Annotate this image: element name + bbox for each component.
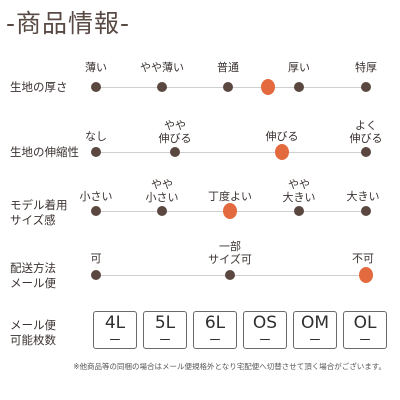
thickness-dot (223, 82, 233, 92)
model-fit-dot (294, 206, 304, 216)
model-fit-dot (361, 206, 371, 216)
size-name: 5L (154, 312, 176, 333)
size-grid: 4L ー 5L ー 6L ー OS ー OM ー OL ー (93, 311, 387, 349)
stretch-option-label: 伸びる (265, 130, 299, 143)
model-fit-dot (91, 206, 101, 216)
stretch-track (95, 152, 368, 153)
stretch-selected-dot (275, 144, 289, 160)
thickness-dot (157, 82, 167, 92)
size-name: OS (252, 312, 278, 333)
size-cell: 5L ー (143, 311, 187, 349)
model-fit-option-label: 大きい (346, 190, 380, 203)
stretch-option-label: なし (85, 130, 107, 143)
thickness-label-line: 生地の厚さ (10, 80, 68, 94)
model-fit-option-label: 小さい (79, 190, 113, 203)
thickness-option-label: 普通 (217, 61, 239, 74)
model-fit-dot (157, 206, 167, 216)
size-count: ー (208, 332, 221, 347)
thickness-selected-dot (261, 79, 275, 95)
mail-delivery-dot (225, 270, 235, 280)
mail-delivery-selected-dot (359, 267, 373, 283)
size-count: ー (108, 332, 121, 347)
thickness-option-label: 特厚 (355, 61, 377, 74)
size-count: ー (358, 332, 371, 347)
size-name: 4L (104, 312, 126, 333)
model-fit-option-label: やや 大きい (282, 178, 316, 204)
mail-delivery-label-line: 配送方法 (10, 261, 56, 275)
size-count: ー (258, 332, 271, 347)
stretch-option-label: よく 伸びる (349, 119, 383, 145)
thickness-option-label: 薄い (85, 61, 107, 74)
mail-quantity-label: メール便 可能枚数 (10, 318, 56, 348)
size-cell: 6L ー (193, 311, 237, 349)
thickness-option-label: 厚い (288, 61, 310, 74)
thickness-label: 生地の厚さ (10, 80, 68, 95)
model-fit-label-line: モデル着用 (10, 198, 68, 212)
thickness-option-label: やや薄い (140, 61, 184, 74)
footnote: ※他商品等の同梱の場合はメール便規格外となり宅配便へ切替させて頂く場合がございま… (73, 362, 386, 371)
size-name: 6L (204, 312, 226, 333)
size-cell: OS ー (243, 311, 287, 349)
stretch-label: 生地の伸縮性 (10, 145, 79, 160)
size-count: ー (158, 332, 171, 347)
size-cell: OM ー (293, 311, 337, 349)
thickness-dot (361, 82, 371, 92)
mail-quantity-label-line: メール便 (10, 318, 56, 332)
stretch-label-line: 生地の伸縮性 (10, 145, 79, 159)
mail-delivery-label: 配送方法 メール便 (10, 261, 56, 291)
stretch-dot (91, 147, 101, 157)
size-name: OL (353, 312, 377, 333)
mail-delivery-label-line: メール便 (10, 276, 56, 290)
mail-delivery-option-label: 一部 サイズ可 (208, 240, 252, 266)
model-fit-label-line: サイズ感 (10, 213, 56, 227)
size-cell: OL ー (343, 311, 387, 349)
model-fit-selected-dot (223, 203, 237, 219)
mail-quantity-label-line: 可能枚数 (10, 333, 56, 347)
thickness-dot (294, 82, 304, 92)
mail-delivery-option-label: 可 (90, 252, 102, 265)
mail-delivery-dot (91, 270, 101, 280)
model-fit-option-label: やや 小さい (145, 178, 179, 204)
model-fit-label: モデル着用 サイズ感 (10, 198, 68, 228)
page-title: -商品情報- (6, 9, 131, 38)
size-count: ー (308, 332, 321, 347)
stretch-option-label: やや 伸びる (158, 119, 192, 145)
size-cell: 4L ー (93, 311, 137, 349)
model-fit-option-label: 丁度よい (208, 190, 252, 203)
mail-delivery-option-label: 不可 (352, 252, 374, 265)
size-name: OM (300, 312, 330, 333)
stretch-dot (170, 147, 180, 157)
thickness-dot (91, 82, 101, 92)
stretch-dot (361, 147, 371, 157)
